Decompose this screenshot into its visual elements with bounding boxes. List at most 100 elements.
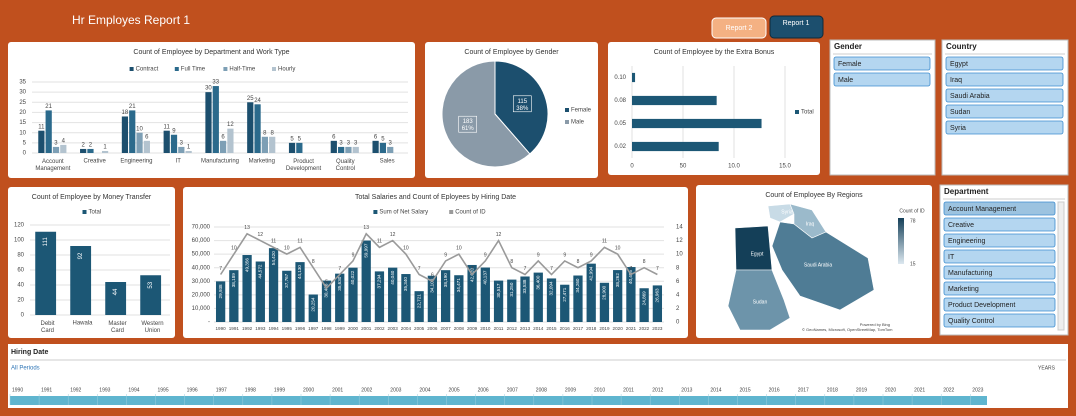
legend-label: Contract	[136, 67, 159, 73]
report-1-button[interactable]	[769, 15, 824, 39]
legend-swatch	[449, 210, 454, 214]
slicer-item-label[interactable]: Manufacturing	[948, 270, 992, 277]
timeline-year[interactable]: 1994	[128, 387, 139, 393]
line-label: 9	[563, 252, 566, 258]
timeline-year[interactable]: 1999	[274, 387, 285, 393]
timeline-year[interactable]: 2013	[681, 387, 692, 393]
bar	[345, 146, 352, 153]
slicer-item-label[interactable]: Quality Control	[948, 318, 995, 325]
bar	[493, 280, 504, 322]
slicer-item-label[interactable]: Egypt	[950, 61, 968, 68]
report-1-label[interactable]: Report 1	[783, 20, 810, 27]
slicer-item[interactable]	[943, 265, 1056, 280]
slicer-item-label[interactable]: Engineering	[948, 238, 985, 245]
x-tick-label: 2019	[599, 326, 610, 331]
timeline-year[interactable]: 1996	[187, 387, 198, 393]
slicer-item-label[interactable]: Iraq	[950, 77, 962, 84]
panel	[608, 42, 820, 175]
bar	[414, 291, 424, 322]
timeline-year[interactable]: 2012	[652, 387, 663, 393]
timeline-year[interactable]: 2023	[972, 387, 983, 393]
timeline-unit[interactable]: YEARS	[1038, 365, 1056, 371]
line-label: 9	[537, 252, 540, 258]
slicer-item-label[interactable]: Saudi Arabia	[950, 93, 990, 100]
timeline-year[interactable]: 2004	[419, 387, 430, 393]
value-label: 22,721	[416, 294, 421, 308]
legend-label: Sum of Net Salary	[379, 210, 428, 216]
slicer-item[interactable]	[945, 56, 1064, 71]
slicer-item-label[interactable]: Male	[838, 77, 853, 84]
timeline-year[interactable]: 2011	[623, 387, 634, 393]
timeline-year[interactable]: 2001	[332, 387, 343, 393]
value-label: 11	[164, 124, 171, 130]
region	[734, 225, 773, 271]
slicer-item[interactable]	[945, 72, 1064, 87]
slicer-item[interactable]	[945, 120, 1064, 135]
x-tick-label: 1996	[295, 326, 306, 331]
value-label: 44	[113, 288, 119, 295]
x-tick-label: 10.0	[728, 164, 740, 170]
legend-label: Total	[801, 110, 814, 116]
timeline-year[interactable]: 1991	[41, 387, 52, 393]
slicer-item[interactable]	[943, 313, 1056, 328]
bar	[45, 110, 52, 153]
timeline-year[interactable]: 2016	[769, 387, 780, 393]
timeline-year[interactable]: 2006	[478, 387, 489, 393]
slicer-item[interactable]	[943, 281, 1056, 296]
slicer-item-label[interactable]: Sudan	[950, 109, 970, 116]
slicer-item-label[interactable]: Account Management	[948, 206, 1016, 213]
x-tick-label: 2014	[533, 326, 544, 331]
line-label: 7	[524, 266, 527, 272]
slicer-item[interactable]	[943, 217, 1056, 232]
timeline-title: Hiring Date	[11, 349, 48, 356]
slicer-item-label[interactable]: Female	[838, 61, 861, 68]
timeline-year[interactable]: 2010	[594, 387, 605, 393]
timeline-year[interactable]: 2014	[710, 387, 721, 393]
timeline-year[interactable]: 2005	[449, 387, 460, 393]
slicer-item-label[interactable]: Syria	[950, 125, 966, 132]
bar	[599, 282, 610, 322]
timeline-year[interactable]: 1997	[216, 387, 227, 393]
report-title: Hr Employes Report 1	[72, 13, 190, 27]
slicer-item-label[interactable]: Marketing	[948, 286, 979, 293]
slicer-item[interactable]	[945, 104, 1064, 119]
timeline-year[interactable]: 1995	[158, 387, 169, 393]
timeline-year[interactable]: 2020	[885, 387, 896, 393]
timeline-year[interactable]: 2002	[361, 387, 372, 393]
slicer-item[interactable]	[943, 297, 1056, 312]
value-label: 44,130	[297, 265, 302, 279]
timeline-year[interactable]: 2015	[740, 387, 751, 393]
timeline-year[interactable]: 1993	[99, 387, 110, 393]
slicer-item[interactable]	[943, 233, 1056, 248]
slicer-item[interactable]	[943, 249, 1056, 264]
timeline-year[interactable]: 1990	[12, 387, 23, 393]
bar	[268, 248, 279, 322]
timeline-year[interactable]: 2003	[390, 387, 401, 393]
timeline-period[interactable]: All Periods	[11, 366, 40, 372]
slicer-item[interactable]	[833, 72, 931, 87]
timeline-year[interactable]: 2017	[798, 387, 809, 393]
slicer-item-label[interactable]: Creative	[948, 222, 974, 229]
report-2-button[interactable]	[711, 17, 767, 39]
value-label: 20,254	[310, 297, 315, 311]
legend-swatch	[223, 67, 228, 71]
timeline-year[interactable]: 2007	[507, 387, 518, 393]
bar	[288, 142, 296, 153]
slicer-item[interactable]	[943, 201, 1056, 216]
report-2-label[interactable]: Report 2	[726, 25, 753, 32]
slicer-item[interactable]	[945, 88, 1064, 103]
timeline-year[interactable]: 2000	[303, 387, 314, 393]
timeline-year[interactable]: 2022	[943, 387, 954, 393]
timeline-year[interactable]: 2018	[827, 387, 838, 393]
slicer-item[interactable]	[833, 56, 931, 71]
timeline-year[interactable]: 2009	[565, 387, 576, 393]
timeline-year[interactable]: 2019	[856, 387, 867, 393]
x-tick-label: 2017	[573, 326, 584, 331]
slicer-item-label[interactable]: Product Development	[948, 302, 1015, 309]
timeline-year[interactable]: 1998	[245, 387, 256, 393]
timeline-year[interactable]: 2008	[536, 387, 547, 393]
slicer-item-label[interactable]: IT	[948, 254, 955, 261]
y-tick-label: 70,000	[192, 225, 211, 231]
timeline-year[interactable]: 2021	[914, 387, 925, 393]
timeline-year[interactable]: 1992	[70, 387, 81, 393]
